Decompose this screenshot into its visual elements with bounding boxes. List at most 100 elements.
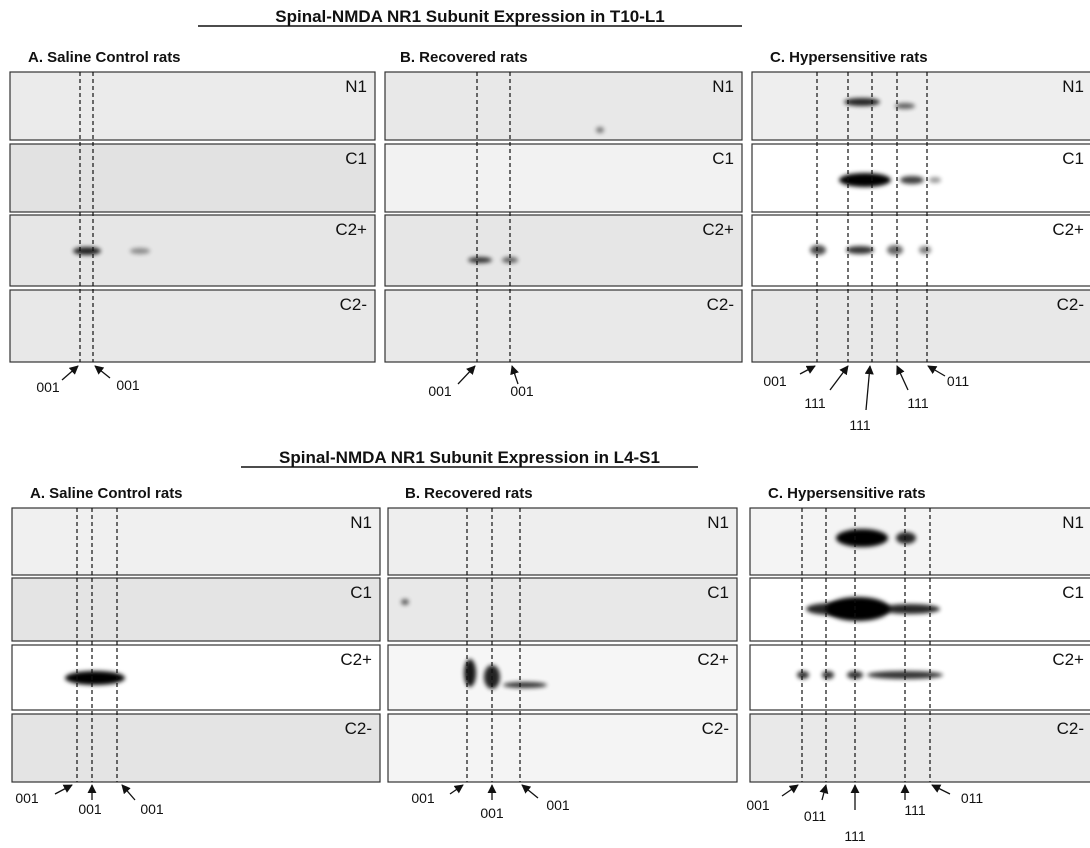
- blot-lane: [11, 577, 381, 642]
- spot-marker: 001: [116, 377, 140, 393]
- spot-marker: 001: [78, 801, 102, 817]
- protein-spot: [826, 597, 890, 621]
- marker-arrow: [864, 365, 874, 411]
- protein-spot: [810, 245, 826, 255]
- marker-arrow: [931, 784, 951, 795]
- protein-spot: [919, 246, 931, 254]
- panel-label: C. Hypersensitive rats: [770, 49, 928, 66]
- panel-label: B. Recovered rats: [405, 485, 533, 502]
- marker-arrow: [94, 365, 111, 379]
- spot-marker: 011: [804, 808, 827, 824]
- marker-arrow: [54, 784, 73, 795]
- blot-lane: [387, 507, 738, 576]
- panel-label: C. Hypersensitive rats: [768, 485, 926, 502]
- protein-spot: [468, 257, 492, 263]
- marker-arrow: [61, 365, 79, 381]
- spot-marker: 111: [907, 395, 928, 411]
- protein-spot: [839, 173, 891, 187]
- protein-spot: [896, 532, 916, 544]
- lane-label: C2+: [335, 220, 367, 239]
- spot-marker: 011: [947, 373, 970, 389]
- lane-label: C2-: [702, 719, 729, 738]
- protein-spot: [836, 529, 888, 547]
- marker-arrow: [521, 784, 539, 799]
- lane-label: C2+: [697, 650, 729, 669]
- spot-marker: 011: [961, 790, 984, 806]
- spot-marker: 001: [510, 383, 534, 399]
- blot-lane: [387, 577, 738, 642]
- marker-arrow: [927, 365, 946, 377]
- protein-spot: [867, 671, 943, 679]
- lane-label: C2-: [345, 719, 372, 738]
- protein-spot: [847, 671, 863, 679]
- protein-spot: [596, 127, 604, 133]
- blot-lane: [9, 214, 376, 287]
- protein-spot: [130, 248, 150, 254]
- lane-label: C1: [1062, 149, 1084, 168]
- spot-marker: 111: [804, 395, 825, 411]
- lane-label: N1: [350, 513, 372, 532]
- section-title: Spinal-NMDA NR1 Subunit Expression in T1…: [275, 7, 664, 26]
- panel-label: A. Saline Control rats: [30, 485, 183, 502]
- marker-arrow: [819, 784, 829, 801]
- panel-label: A. Saline Control rats: [28, 49, 181, 66]
- lane-label: C2+: [702, 220, 734, 239]
- marker-arrow: [896, 365, 909, 391]
- blot-lane: [384, 289, 743, 363]
- protein-spot: [822, 671, 834, 679]
- spot-marker: 001: [746, 797, 770, 813]
- blot-lane: [387, 644, 738, 711]
- protein-spot: [797, 671, 809, 679]
- spot-marker: 001: [140, 801, 164, 817]
- lane-label: N1: [707, 513, 729, 532]
- lane-label: C1: [707, 583, 729, 602]
- marker-arrow: [781, 784, 799, 797]
- lane-label: C2-: [707, 295, 734, 314]
- blot-lane: [11, 507, 381, 576]
- spot-marker: 111: [849, 417, 870, 433]
- lane-label: C2+: [340, 650, 372, 669]
- lane-label: N1: [1062, 77, 1084, 96]
- protein-spot: [844, 98, 880, 106]
- lane-label: C1: [345, 149, 367, 168]
- protein-spot: [887, 245, 903, 255]
- panel-label: B. Recovered rats: [400, 49, 528, 66]
- blot-lane: [387, 713, 738, 783]
- protein-spot: [846, 246, 874, 254]
- marker-arrow: [510, 365, 519, 385]
- blot-lane: [751, 71, 1090, 141]
- lane-label: N1: [712, 77, 734, 96]
- blot-lane: [384, 71, 743, 141]
- spot-marker: 001: [428, 383, 452, 399]
- lane-label: C1: [350, 583, 372, 602]
- blot-lane: [384, 143, 743, 213]
- protein-spot: [900, 176, 924, 184]
- blot-lane: [384, 214, 743, 287]
- protein-spot: [65, 671, 125, 685]
- protein-spot: [895, 103, 915, 109]
- spot-marker: 111: [904, 802, 925, 818]
- protein-spot: [929, 177, 941, 183]
- protein-spot: [401, 599, 409, 605]
- spot-marker: 001: [763, 373, 787, 389]
- spot-marker: 001: [546, 797, 570, 813]
- blot-lane: [11, 713, 381, 783]
- marker-arrow: [829, 365, 849, 391]
- blot-lane: [749, 713, 1090, 783]
- lane-label: C1: [1062, 583, 1084, 602]
- marker-arrow: [449, 784, 464, 795]
- marker-arrow: [457, 365, 476, 385]
- blot-lane: [9, 71, 376, 141]
- lane-label: C1: [712, 149, 734, 168]
- spot-marker: 111: [844, 828, 865, 844]
- spot-marker: 001: [480, 805, 504, 821]
- marker-arrow: [121, 784, 136, 801]
- marker-arrow: [799, 365, 816, 375]
- protein-spot: [464, 659, 476, 687]
- section-title: Spinal-NMDA NR1 Subunit Expression in L4…: [279, 448, 660, 467]
- lane-label: C2-: [1057, 719, 1084, 738]
- lane-label: N1: [1062, 513, 1084, 532]
- protein-spot: [880, 604, 940, 614]
- lane-label: N1: [345, 77, 367, 96]
